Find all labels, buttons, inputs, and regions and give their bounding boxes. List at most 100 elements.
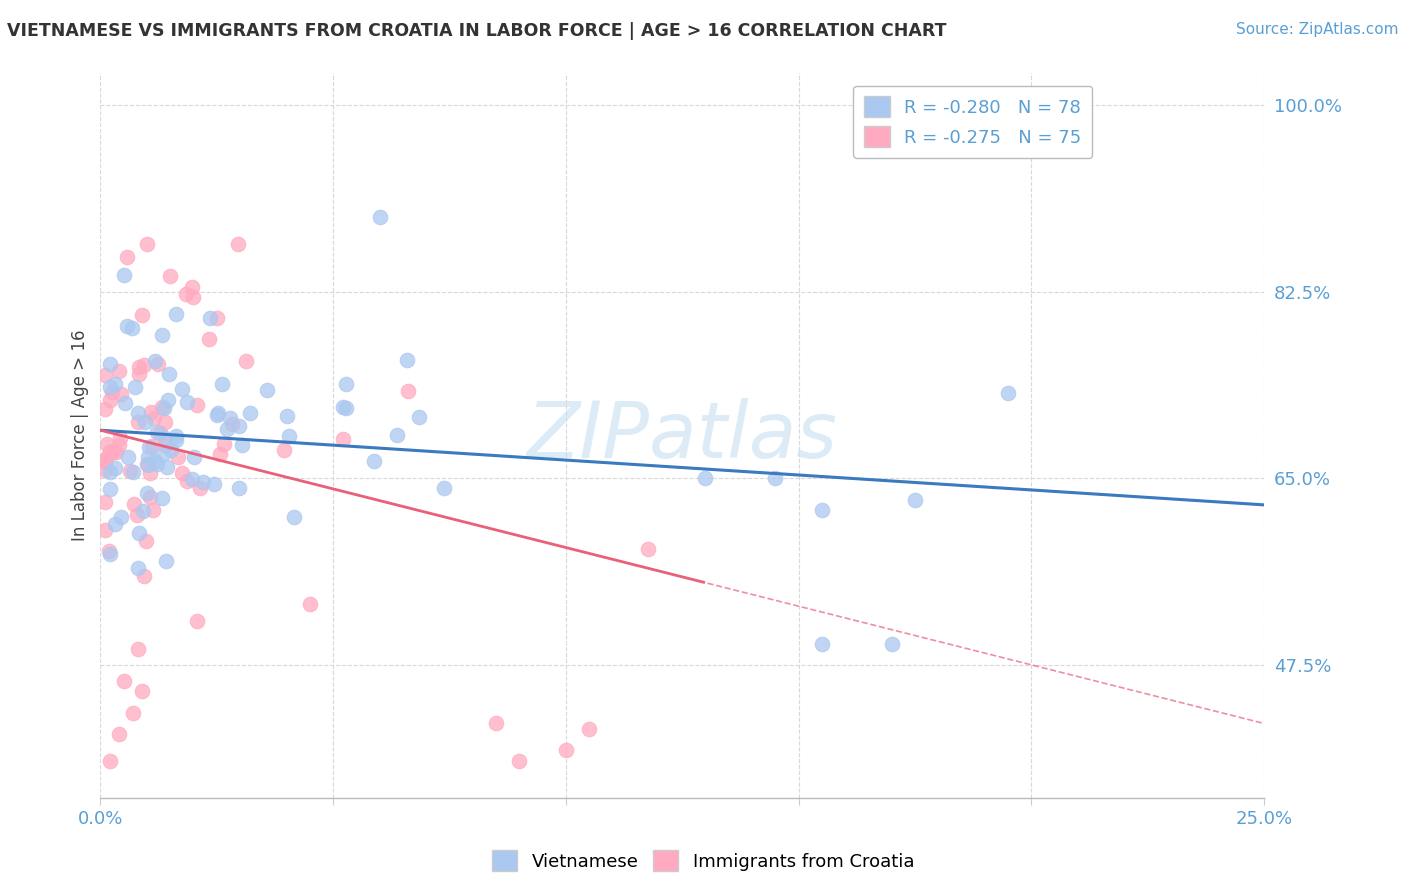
Point [115, 250, 138, 264]
Point [150, 400, 173, 414]
Point [170, 382, 193, 396]
Point [132, 569, 155, 583]
Point [335, 401, 357, 415]
Point [94, 523, 117, 537]
Point [188, 481, 211, 495]
Point [110, 510, 132, 524]
Point [117, 450, 139, 464]
Point [132, 504, 155, 518]
Point [153, 431, 176, 445]
Point [396, 353, 419, 368]
Legend: Vietnamese, Immigrants from Croatia: Vietnamese, Immigrants from Croatia [485, 843, 921, 879]
Point [136, 458, 159, 472]
Point [155, 554, 177, 568]
Point [221, 417, 243, 432]
Point [136, 486, 159, 500]
Point [131, 684, 153, 698]
Point [122, 497, 145, 511]
Point [136, 450, 159, 464]
Point [125, 508, 148, 523]
Point [146, 457, 169, 471]
Point [98, 380, 121, 394]
Point [94, 401, 117, 416]
Point [298, 597, 321, 611]
Point [127, 415, 149, 429]
Point [98, 392, 121, 407]
Point [554, 743, 576, 757]
Point [485, 716, 508, 731]
Point [104, 516, 127, 531]
Point [122, 465, 145, 479]
Point [904, 492, 927, 507]
Point [226, 236, 249, 251]
Point [160, 442, 183, 457]
Point [107, 364, 129, 378]
Point [121, 321, 143, 335]
Point [98, 465, 121, 479]
Point [153, 415, 176, 429]
Point [98, 483, 121, 497]
Point [98, 754, 121, 768]
Point [231, 437, 253, 451]
Point [98, 357, 121, 371]
Point [278, 429, 301, 443]
Point [110, 387, 132, 401]
Point [138, 440, 160, 454]
Point [145, 425, 167, 440]
Point [811, 636, 834, 650]
Point [96, 450, 118, 465]
Point [283, 510, 305, 524]
Point [139, 466, 162, 480]
Point [174, 286, 197, 301]
Point [132, 358, 155, 372]
Point [432, 481, 454, 495]
Point [98, 443, 121, 458]
Point [127, 406, 149, 420]
Point [176, 395, 198, 409]
Point [128, 525, 150, 540]
Point [142, 503, 165, 517]
Point [94, 495, 117, 509]
Point [112, 268, 135, 282]
Point [128, 367, 150, 381]
Point [198, 332, 221, 346]
Point [104, 377, 127, 392]
Point [239, 406, 262, 420]
Point [205, 311, 228, 326]
Point [149, 426, 172, 441]
Point [150, 491, 173, 506]
Point [578, 722, 600, 736]
Point [183, 450, 205, 464]
Point [141, 439, 163, 453]
Point [637, 542, 659, 557]
Point [363, 454, 385, 468]
Point [143, 454, 166, 468]
Point [159, 368, 181, 382]
Point [94, 368, 117, 382]
Point [368, 210, 391, 224]
Point [124, 380, 146, 394]
Point [183, 290, 205, 304]
Point [181, 279, 204, 293]
Point [811, 503, 834, 517]
Point [193, 475, 215, 489]
Point [104, 445, 127, 459]
Point [157, 393, 180, 408]
Point [763, 471, 786, 485]
Point [228, 419, 250, 434]
Point [186, 614, 208, 628]
Point [114, 396, 136, 410]
Point [335, 377, 357, 392]
Point [94, 454, 117, 468]
Point [156, 460, 179, 475]
Point [165, 434, 187, 448]
Point [181, 472, 204, 486]
Point [120, 464, 142, 478]
Point [108, 727, 131, 741]
Point [108, 432, 131, 446]
Point [387, 427, 409, 442]
Point [98, 547, 121, 561]
Point [148, 357, 170, 371]
Point [186, 398, 208, 412]
Point [209, 447, 232, 461]
